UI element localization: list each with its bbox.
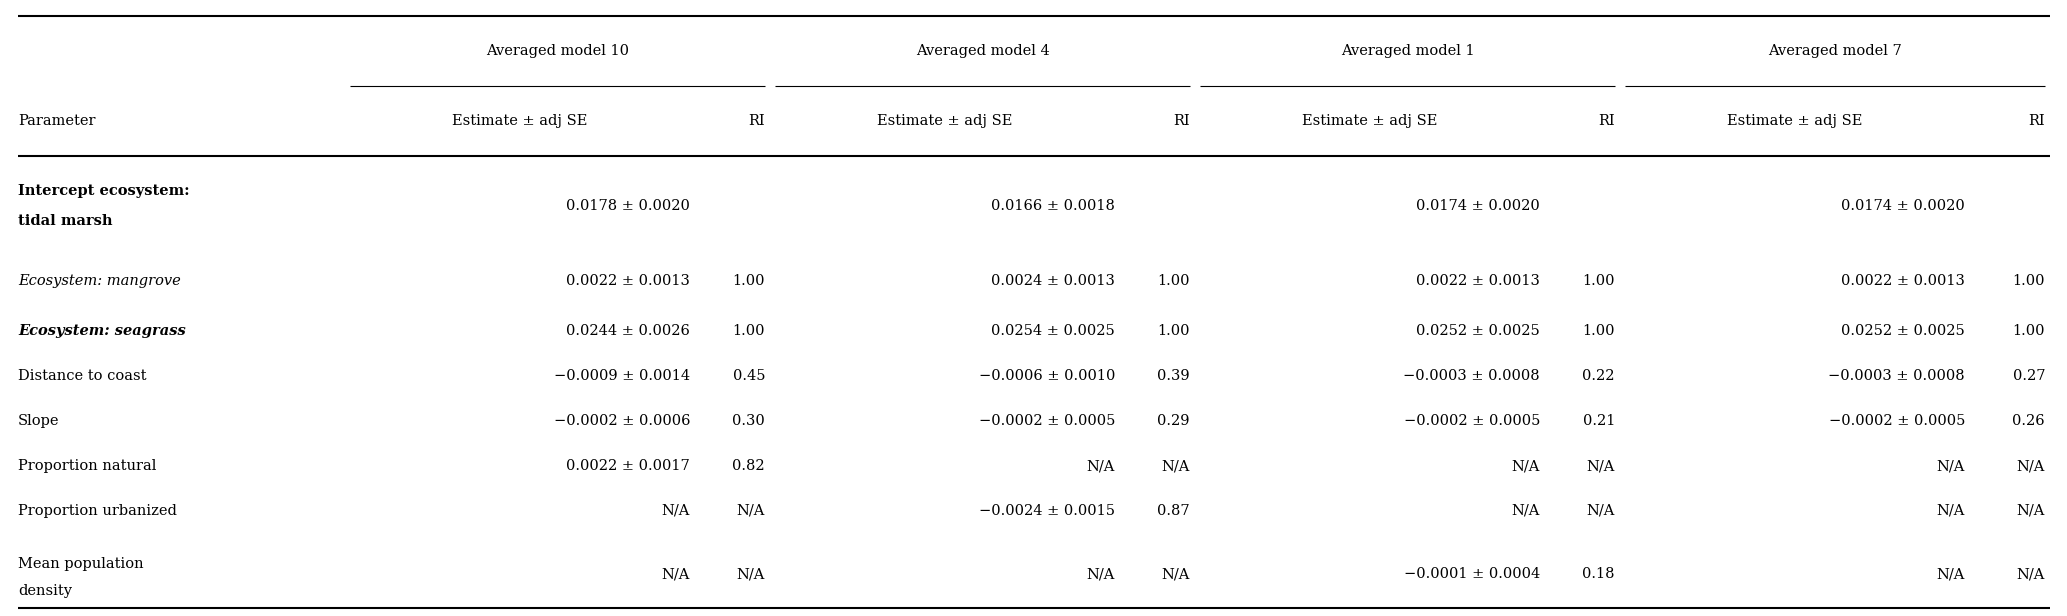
Text: 0.0022 ± 0.0013: 0.0022 ± 0.0013 <box>566 274 690 288</box>
Text: Proportion urbanized: Proportion urbanized <box>19 504 178 518</box>
Text: 0.27: 0.27 <box>2013 369 2044 383</box>
Text: −0.0009 ± 0.0014: −0.0009 ± 0.0014 <box>554 369 690 383</box>
Text: N/A: N/A <box>1587 504 1614 518</box>
Text: N/A: N/A <box>2017 504 2044 518</box>
Text: Averaged model 1: Averaged model 1 <box>1341 44 1474 58</box>
Text: RI: RI <box>2028 114 2044 128</box>
Text: 1.00: 1.00 <box>1158 274 1191 288</box>
Text: Averaged model 7: Averaged model 7 <box>1767 44 1902 58</box>
Text: 0.0022 ± 0.0013: 0.0022 ± 0.0013 <box>1416 274 1540 288</box>
Text: Slope: Slope <box>19 414 60 428</box>
Text: −0.0002 ± 0.0005: −0.0002 ± 0.0005 <box>1829 414 1966 428</box>
Text: −0.0006 ± 0.0010: −0.0006 ± 0.0010 <box>978 369 1114 383</box>
Text: 0.0024 ± 0.0013: 0.0024 ± 0.0013 <box>990 274 1114 288</box>
Text: 0.0244 ± 0.0026: 0.0244 ± 0.0026 <box>566 324 690 338</box>
Text: 0.39: 0.39 <box>1158 369 1191 383</box>
Text: 0.21: 0.21 <box>1583 414 1614 428</box>
Text: 0.0174 ± 0.0020: 0.0174 ± 0.0020 <box>1842 199 1966 213</box>
Text: Estimate ± adj SE: Estimate ± adj SE <box>453 114 587 128</box>
Text: 0.26: 0.26 <box>2013 414 2044 428</box>
Text: 0.0022 ± 0.0013: 0.0022 ± 0.0013 <box>1842 274 1966 288</box>
Text: Intercept ecosystem:: Intercept ecosystem: <box>19 184 190 198</box>
Text: 0.0174 ± 0.0020: 0.0174 ± 0.0020 <box>1416 199 1540 213</box>
Text: N/A: N/A <box>1162 567 1191 581</box>
Text: 0.0022 ± 0.0017: 0.0022 ± 0.0017 <box>566 459 690 473</box>
Text: RI: RI <box>1598 114 1614 128</box>
Text: 0.30: 0.30 <box>732 414 765 428</box>
Text: Ecosystem: mangrove: Ecosystem: mangrove <box>19 274 180 288</box>
Text: N/A: N/A <box>1511 504 1540 518</box>
Text: 0.22: 0.22 <box>1583 369 1614 383</box>
Text: N/A: N/A <box>661 567 690 581</box>
Text: N/A: N/A <box>1937 567 1966 581</box>
Text: 0.0166 ± 0.0018: 0.0166 ± 0.0018 <box>990 199 1114 213</box>
Text: −0.0002 ± 0.0005: −0.0002 ± 0.0005 <box>978 414 1114 428</box>
Text: 0.82: 0.82 <box>732 459 765 473</box>
Text: 0.87: 0.87 <box>1158 504 1191 518</box>
Text: N/A: N/A <box>2017 459 2044 473</box>
Text: Estimate ± adj SE: Estimate ± adj SE <box>876 114 1013 128</box>
Text: N/A: N/A <box>1087 567 1114 581</box>
Text: Mean population: Mean population <box>19 557 143 571</box>
Text: Estimate ± adj SE: Estimate ± adj SE <box>1302 114 1439 128</box>
Text: N/A: N/A <box>1511 459 1540 473</box>
Text: N/A: N/A <box>1162 459 1191 473</box>
Text: N/A: N/A <box>736 504 765 518</box>
Text: 1.00: 1.00 <box>1583 324 1614 338</box>
Text: Ecosystem: seagrass: Ecosystem: seagrass <box>19 324 186 338</box>
Text: −0.0002 ± 0.0006: −0.0002 ± 0.0006 <box>554 414 690 428</box>
Text: Proportion natural: Proportion natural <box>19 459 157 473</box>
Text: 0.29: 0.29 <box>1158 414 1191 428</box>
Text: N/A: N/A <box>2017 567 2044 581</box>
Text: N/A: N/A <box>661 504 690 518</box>
Text: Averaged model 10: Averaged model 10 <box>486 44 628 58</box>
Text: RI: RI <box>748 114 765 128</box>
Text: −0.0002 ± 0.0005: −0.0002 ± 0.0005 <box>1403 414 1540 428</box>
Text: Averaged model 4: Averaged model 4 <box>916 44 1050 58</box>
Text: −0.0003 ± 0.0008: −0.0003 ± 0.0008 <box>1829 369 1966 383</box>
Text: Estimate ± adj SE: Estimate ± adj SE <box>1728 114 1862 128</box>
Text: −0.0024 ± 0.0015: −0.0024 ± 0.0015 <box>980 504 1114 518</box>
Text: Distance to coast: Distance to coast <box>19 369 147 383</box>
Text: 1.00: 1.00 <box>2013 324 2044 338</box>
Text: tidal marsh: tidal marsh <box>19 214 112 228</box>
Text: N/A: N/A <box>1937 459 1966 473</box>
Text: 1.00: 1.00 <box>732 324 765 338</box>
Text: 0.0254 ± 0.0025: 0.0254 ± 0.0025 <box>992 324 1114 338</box>
Text: 0.0252 ± 0.0025: 0.0252 ± 0.0025 <box>1416 324 1540 338</box>
Text: Parameter: Parameter <box>19 114 95 128</box>
Text: 1.00: 1.00 <box>1158 324 1191 338</box>
Text: −0.0003 ± 0.0008: −0.0003 ± 0.0008 <box>1403 369 1540 383</box>
Text: 1.00: 1.00 <box>2013 274 2044 288</box>
Text: N/A: N/A <box>736 567 765 581</box>
Text: 0.0252 ± 0.0025: 0.0252 ± 0.0025 <box>1842 324 1966 338</box>
Text: 0.0178 ± 0.0020: 0.0178 ± 0.0020 <box>566 199 690 213</box>
Text: density: density <box>19 584 72 598</box>
Text: 0.18: 0.18 <box>1583 567 1614 581</box>
Text: 1.00: 1.00 <box>732 274 765 288</box>
Text: N/A: N/A <box>1587 459 1614 473</box>
Text: RI: RI <box>1174 114 1191 128</box>
Text: −0.0001 ± 0.0004: −0.0001 ± 0.0004 <box>1403 567 1540 581</box>
Text: 1.00: 1.00 <box>1583 274 1614 288</box>
Text: N/A: N/A <box>1087 459 1114 473</box>
Text: 0.45: 0.45 <box>732 369 765 383</box>
Text: N/A: N/A <box>1937 504 1966 518</box>
